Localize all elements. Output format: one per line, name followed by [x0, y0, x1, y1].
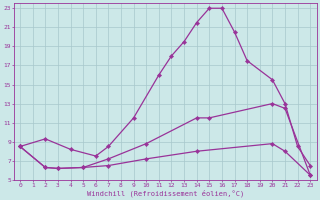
X-axis label: Windchill (Refroidissement éolien,°C): Windchill (Refroidissement éolien,°C) — [86, 189, 244, 197]
